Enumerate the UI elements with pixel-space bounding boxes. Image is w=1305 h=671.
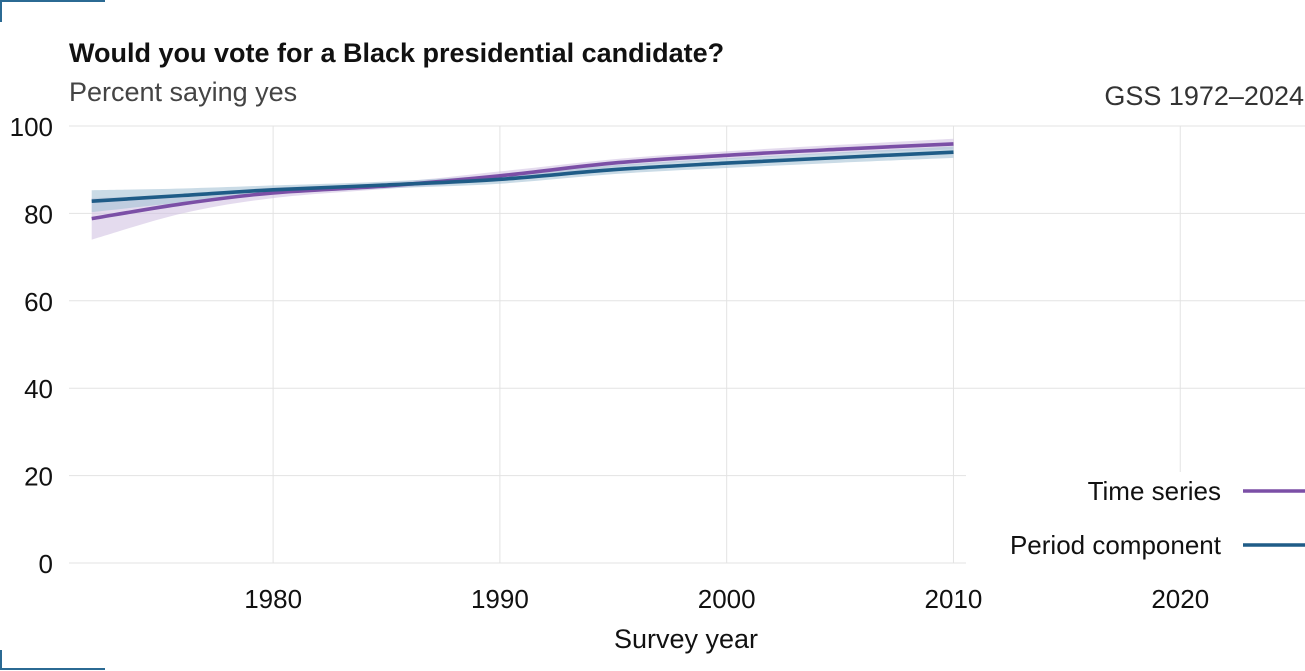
legend-label: Period component [1010,530,1222,560]
y-tick-label: 20 [24,462,53,492]
y-tick-label: 40 [24,374,53,404]
legend: Time series Period component [1010,476,1305,560]
x-tick-label: 2000 [698,584,756,614]
series-line-2 [91,150,954,203]
x-tick-label: 1990 [471,584,529,614]
series-lines [91,142,954,221]
x-tick-label: 2020 [1151,584,1209,614]
confidence-bands [91,138,954,240]
y-tick-label: 0 [39,549,53,579]
x-axis-ticks: 1980 1990 2000 2010 2020 [244,584,1209,614]
y-axis-ticks: 0 20 40 60 80 100 [10,112,53,579]
legend-label: Time series [1088,476,1221,506]
frame-corners [0,0,105,670]
y-tick-label: 60 [24,287,53,317]
legend-background [966,472,1305,572]
chart-caption: GSS 1972–2024 [1104,81,1304,111]
series-line-1 [91,142,954,221]
x-axis-title: Survey year [614,624,758,654]
chart-title: Would you vote for a Black presidential … [69,38,724,68]
x-tick-label: 1980 [244,584,302,614]
x-tick-label: 2010 [925,584,983,614]
chart-subtitle: Percent saying yes [69,77,297,107]
y-tick-label: 100 [10,112,53,142]
y-tick-label: 80 [24,199,53,229]
